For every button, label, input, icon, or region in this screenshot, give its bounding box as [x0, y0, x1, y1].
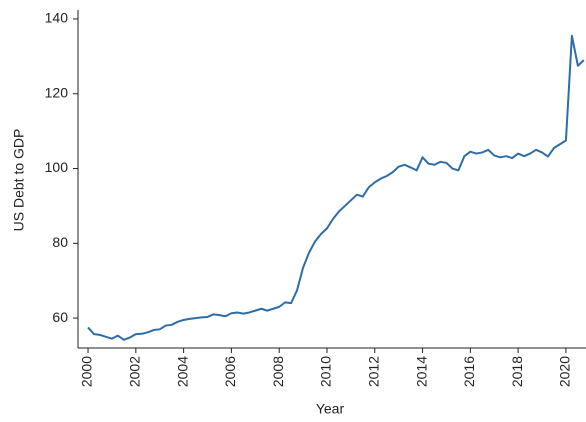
x-tick-label: 2006 [222, 356, 238, 387]
y-tick-label: 120 [45, 84, 69, 100]
x-tick-label: 2016 [461, 356, 477, 387]
data-line [87, 34, 585, 341]
x-tick-label: 2002 [127, 356, 143, 387]
x-tick-label: 2010 [318, 356, 334, 387]
y-tick-label: 140 [45, 10, 69, 26]
x-axis-label: Year [316, 401, 345, 417]
x-tick-label: 2020 [557, 356, 573, 387]
x-tick-label: 2018 [509, 356, 525, 387]
y-tick-label: 80 [52, 234, 68, 250]
y-tick-label: 100 [45, 159, 69, 175]
x-tick-label: 2014 [413, 356, 429, 387]
x-tick-label: 2008 [270, 356, 286, 387]
x-tick-label: 2004 [174, 356, 190, 387]
y-tick-label: 60 [52, 309, 68, 325]
x-tick-label: 2012 [365, 356, 381, 387]
x-tick-label: 2000 [79, 356, 95, 387]
y-axis-label: US Debt to GDP [11, 129, 27, 232]
